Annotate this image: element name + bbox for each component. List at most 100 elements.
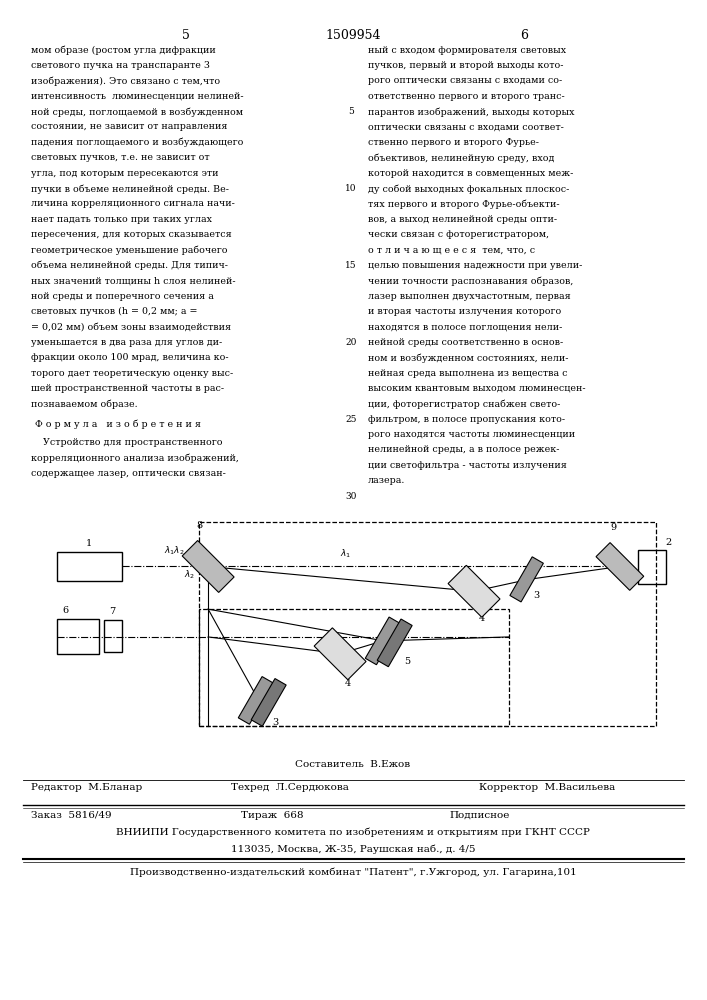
Text: падения поглощаемого и возбуждающего: падения поглощаемого и возбуждающего	[30, 138, 243, 147]
Text: шей пространственной частоты в рас-: шей пространственной частоты в рас-	[30, 384, 223, 393]
Text: мом образе (ростом угла дифракции: мом образе (ростом угла дифракции	[30, 46, 216, 55]
Text: 1: 1	[86, 539, 92, 548]
Text: 25: 25	[345, 415, 357, 424]
Text: 113035, Москва, Ж-35, Раушская наб., д. 4/5: 113035, Москва, Ж-35, Раушская наб., д. …	[230, 844, 475, 854]
Text: чески связан с фоторегистратором,: чески связан с фоторегистратором,	[368, 230, 549, 239]
Text: лазер выполнен двухчастотным, первая: лазер выполнен двухчастотным, первая	[368, 292, 571, 301]
Text: высоким квантовым выходом люминесцен-: высоким квантовым выходом люминесцен-	[368, 384, 585, 393]
Text: Заказ  5816/49: Заказ 5816/49	[30, 811, 111, 820]
Text: нает падать только при таких углах: нает падать только при таких углах	[30, 215, 211, 224]
Text: изображения). Это связано с тем,что: изображения). Это связано с тем,что	[30, 76, 220, 86]
Text: фильтром, в полосе пропускания кото-: фильтром, в полосе пропускания кото-	[368, 415, 565, 424]
Text: фракции около 100 мрад, величина ко-: фракции около 100 мрад, величина ко-	[30, 353, 228, 362]
Text: ных значений толщины h слоя нелиней-: ных значений толщины h слоя нелиней-	[30, 276, 235, 285]
Text: парантов изображений, выходы которых: парантов изображений, выходы которых	[368, 107, 574, 117]
Text: $\lambda_1$: $\lambda_1$	[340, 547, 351, 560]
Text: 3: 3	[534, 591, 540, 600]
Text: и вторая частоты излучения которого: и вторая частоты излучения которого	[368, 307, 561, 316]
Text: лазера.: лазера.	[368, 476, 405, 485]
Text: светового пучка на транспаранте 3: светового пучка на транспаранте 3	[30, 61, 209, 70]
Text: ной среды и поперечного сечения а: ной среды и поперечного сечения а	[30, 292, 214, 301]
Text: Составитель  В.Ежов: Составитель В.Ежов	[296, 760, 411, 769]
Text: целью повышения надежности при увели-: целью повышения надежности при увели-	[368, 261, 583, 270]
Text: = 0,02 мм) объем зоны взаимодействия: = 0,02 мм) объем зоны взаимодействия	[30, 322, 230, 331]
Text: Редактор  М.Бланар: Редактор М.Бланар	[30, 783, 142, 792]
Text: о т л и ч а ю щ е е с я  тем, что, с: о т л и ч а ю щ е е с я тем, что, с	[368, 246, 535, 255]
Text: пересечения, для которых сказывается: пересечения, для которых сказывается	[30, 230, 231, 239]
Text: Производственно-издательский комбинат "Патент", г.Ужгород, ул. Гагарина,101: Производственно-издательский комбинат "П…	[129, 867, 576, 877]
Text: Тираж  668: Тираж 668	[241, 811, 303, 820]
Text: личина корреляционного сигнала начи-: личина корреляционного сигнала начи-	[30, 199, 235, 208]
Text: Корректор  М.Васильева: Корректор М.Васильева	[479, 783, 615, 792]
Text: ции, фоторегистратор снабжен свето-: ции, фоторегистратор снабжен свето-	[368, 399, 560, 409]
Text: нейная среда выполнена из вещества с: нейная среда выполнена из вещества с	[368, 369, 568, 378]
Text: интенсивность  люминесценции нелиней-: интенсивность люминесценции нелиней-	[30, 92, 243, 101]
Polygon shape	[596, 543, 644, 590]
Text: 15: 15	[345, 261, 357, 270]
Text: состоянии, не зависит от направления: состоянии, не зависит от направления	[30, 122, 227, 131]
Text: Подписное: Подписное	[449, 811, 510, 820]
Text: оптически связаны с входами соответ-: оптически связаны с входами соответ-	[368, 122, 563, 131]
Text: ной среды, поглощаемой в возбужденном: ной среды, поглощаемой в возбужденном	[30, 107, 243, 117]
Text: Устройство для пространственного: Устройство для пространственного	[30, 438, 222, 447]
Text: 1509954: 1509954	[325, 29, 381, 42]
Text: рого находятся частоты люминесценции: рого находятся частоты люминесценции	[368, 430, 575, 439]
Text: объективов, нелинейную среду, вход: объективов, нелинейную среду, вход	[368, 153, 554, 163]
Text: $\lambda_2$: $\lambda_2$	[185, 569, 195, 581]
Text: содержащее лазер, оптически связан-: содержащее лазер, оптически связан-	[30, 469, 226, 478]
Text: рого оптически связаны с входами со-: рого оптически связаны с входами со-	[368, 76, 562, 85]
Text: 5: 5	[182, 29, 190, 42]
Polygon shape	[314, 628, 366, 680]
Text: 20: 20	[345, 338, 357, 347]
Text: которой находится в совмещенных меж-: которой находится в совмещенных меж-	[368, 169, 573, 178]
Text: $\lambda_1\lambda_2$: $\lambda_1\lambda_2$	[165, 544, 185, 557]
Text: пучков, первый и второй выходы кото-: пучков, первый и второй выходы кото-	[368, 61, 563, 70]
Text: ный с входом формирователя световых: ный с входом формирователя световых	[368, 46, 566, 55]
Bar	[104, 620, 122, 652]
Text: световых пучков (h = 0,2 мм; а =: световых пучков (h = 0,2 мм; а =	[30, 307, 197, 316]
Text: торого дает теоретическую оценку выс-: торого дает теоретическую оценку выс-	[30, 369, 233, 378]
Text: ном и возбужденном состояниях, нели-: ном и возбужденном состояниях, нели-	[368, 353, 568, 363]
Text: чении точности распознавания образов,: чении точности распознавания образов,	[368, 276, 573, 286]
Text: 9: 9	[610, 523, 616, 532]
Text: 3: 3	[273, 718, 279, 727]
Text: 5: 5	[348, 107, 354, 116]
Polygon shape	[448, 565, 500, 617]
Text: 6: 6	[520, 29, 527, 42]
Text: угла, под которым пересекаются эти: угла, под которым пересекаются эти	[30, 169, 218, 178]
Text: Техред  Л.Сердюкова: Техред Л.Сердюкова	[231, 783, 349, 792]
Text: объема нелинейной среды. Для типич-: объема нелинейной среды. Для типич-	[30, 261, 228, 270]
Text: познаваемом образе.: познаваемом образе.	[30, 399, 137, 409]
Text: пучки в объеме нелинейной среды. Ве-: пучки в объеме нелинейной среды. Ве-	[30, 184, 228, 194]
Text: ции светофильтра - частоты излучения: ции светофильтра - частоты излучения	[368, 461, 567, 470]
Bar	[638, 550, 665, 584]
Text: ответственно первого и второго транс-: ответственно первого и второго транс-	[368, 92, 565, 101]
Polygon shape	[182, 541, 234, 592]
Polygon shape	[238, 677, 274, 724]
Polygon shape	[366, 617, 400, 665]
Text: 6: 6	[62, 606, 69, 615]
Text: нейной среды соответственно в основ-: нейной среды соответственно в основ-	[368, 338, 563, 347]
Text: 2: 2	[665, 538, 672, 547]
Text: 4: 4	[345, 679, 351, 688]
Text: Ф о р м у л а   и з о б р е т е н и я: Ф о р м у л а и з о б р е т е н и я	[35, 420, 201, 429]
Polygon shape	[251, 679, 286, 726]
Text: световых пучков, т.е. не зависит от: световых пучков, т.е. не зависит от	[30, 153, 209, 162]
Polygon shape	[510, 557, 544, 602]
Text: находятся в полосе поглощения нели-: находятся в полосе поглощения нели-	[368, 322, 562, 331]
Text: 4: 4	[479, 614, 485, 623]
Text: ВНИИПИ Государственного комитета по изобретениям и открытиям при ГКНТ СССР: ВНИИПИ Государственного комитета по изоб…	[116, 827, 590, 837]
Bar	[57, 619, 99, 654]
Text: ственно первого и второго Фурье-: ственно первого и второго Фурье-	[368, 138, 539, 147]
Bar	[57, 552, 122, 581]
Text: 8: 8	[196, 521, 202, 530]
Text: нелинейной среды, а в полосе режек-: нелинейной среды, а в полосе режек-	[368, 445, 559, 454]
Text: ду собой выходных фокальных плоскос-: ду собой выходных фокальных плоскос-	[368, 184, 569, 194]
Text: 30: 30	[345, 492, 357, 501]
Polygon shape	[377, 619, 412, 667]
Text: вов, а выход нелинейной среды опти-: вов, а выход нелинейной среды опти-	[368, 215, 557, 224]
Text: геометрическое уменьшение рабочего: геометрическое уменьшение рабочего	[30, 246, 227, 255]
Text: тях первого и второго Фурье-объекти-: тях первого и второго Фурье-объекти-	[368, 199, 559, 209]
Text: корреляционного анализа изображений,: корреляционного анализа изображений,	[30, 453, 238, 463]
Text: 7: 7	[109, 607, 115, 616]
